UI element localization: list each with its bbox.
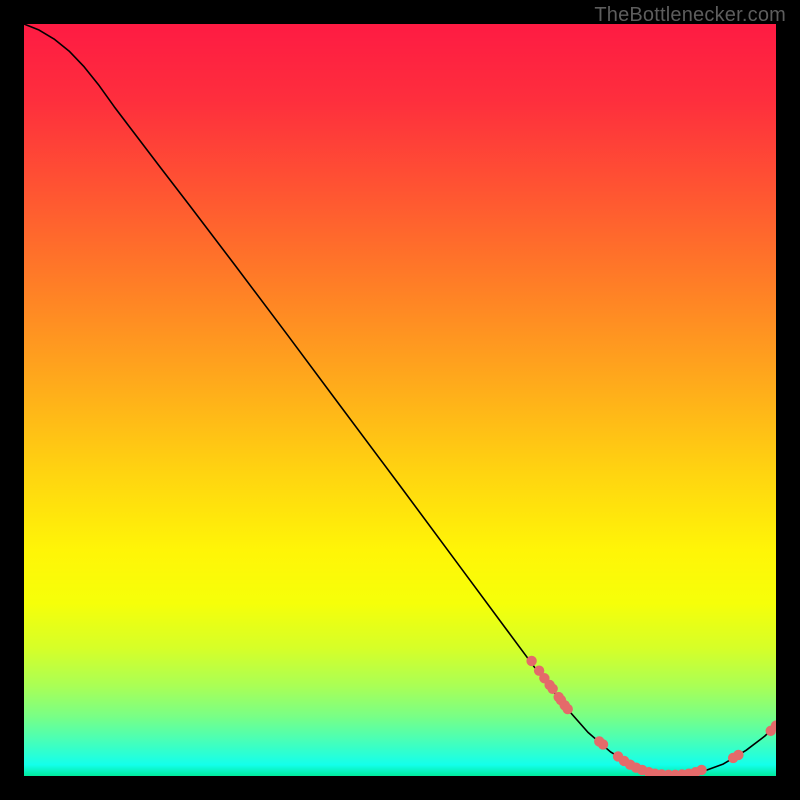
data-marker (598, 739, 608, 749)
plot-area (24, 24, 776, 776)
data-marker (563, 704, 573, 714)
data-marker (696, 765, 706, 775)
data-marker (547, 684, 557, 694)
data-marker (526, 656, 536, 666)
chart-frame: TheBottlenecker.com (0, 0, 800, 800)
bottleneck-curve-chart (24, 24, 776, 776)
data-marker (733, 750, 743, 760)
watermark-text: TheBottlenecker.com (594, 4, 786, 27)
